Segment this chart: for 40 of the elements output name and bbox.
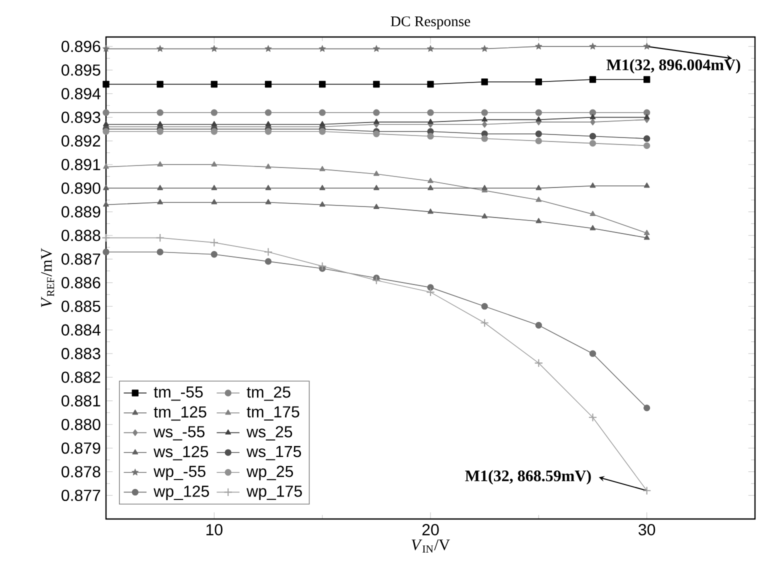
y-axis-title: V$_{REF}$/mV [41, 248, 54, 308]
y-tick-label: 0.896 [62, 40, 100, 52]
x-tick-label: 20 [422, 524, 439, 536]
legend-label: tm_-55 [154, 386, 203, 401]
y-tick-label: 0.884 [62, 324, 100, 336]
annotation: M1(32, 868.59mV) [465, 470, 591, 485]
y-tick-label: 0.890 [62, 182, 100, 194]
legend-label: wp_25 [246, 466, 294, 480]
y-tick-label: 0.885 [62, 300, 100, 312]
chart-title: DC Response [390, 16, 470, 30]
legend-label: tm_175 [246, 406, 300, 421]
y-tick-label: 0.895 [62, 64, 100, 76]
legend-label: ws_25 [246, 426, 292, 440]
y-tick-label: 0.886 [62, 277, 100, 288]
legend-label: wp_175 [246, 486, 302, 500]
annotation: M1(32, 896.004mV) [606, 59, 740, 74]
legend-label: tm_125 [154, 406, 206, 421]
y-tick-label: 0.882 [62, 372, 100, 383]
legend-label: ws_-55 [154, 426, 205, 440]
y-tick-label: 0.892 [62, 135, 100, 147]
x-axis-title: V$_{IN}$/V [412, 540, 450, 552]
y-tick-label: 0.880 [62, 418, 100, 430]
y-tick-label: 0.891 [62, 158, 100, 170]
y-tick-label: 0.887 [62, 253, 100, 265]
x-tick-label: 30 [638, 524, 656, 536]
legend-label: wp_-55 [154, 466, 206, 480]
legend-label: ws_175 [246, 446, 302, 460]
y-tick-label: 0.883 [62, 348, 100, 360]
y-tick-label: 0.877 [62, 490, 100, 502]
y-tick-label: 0.894 [62, 88, 100, 100]
legend-label: wp_125 [154, 486, 209, 500]
y-tick-label: 0.881 [62, 395, 100, 407]
legend-label: tm_25 [246, 386, 290, 401]
y-tick-label: 0.888 [62, 230, 100, 242]
x-tick-label: 10 [206, 524, 222, 536]
y-tick-label: 0.878 [62, 466, 100, 478]
y-tick-label: 0.893 [62, 112, 100, 123]
y-tick-label: 0.879 [62, 442, 100, 454]
legend-label: ws_125 [154, 446, 208, 460]
y-tick-label: 0.889 [62, 206, 100, 218]
